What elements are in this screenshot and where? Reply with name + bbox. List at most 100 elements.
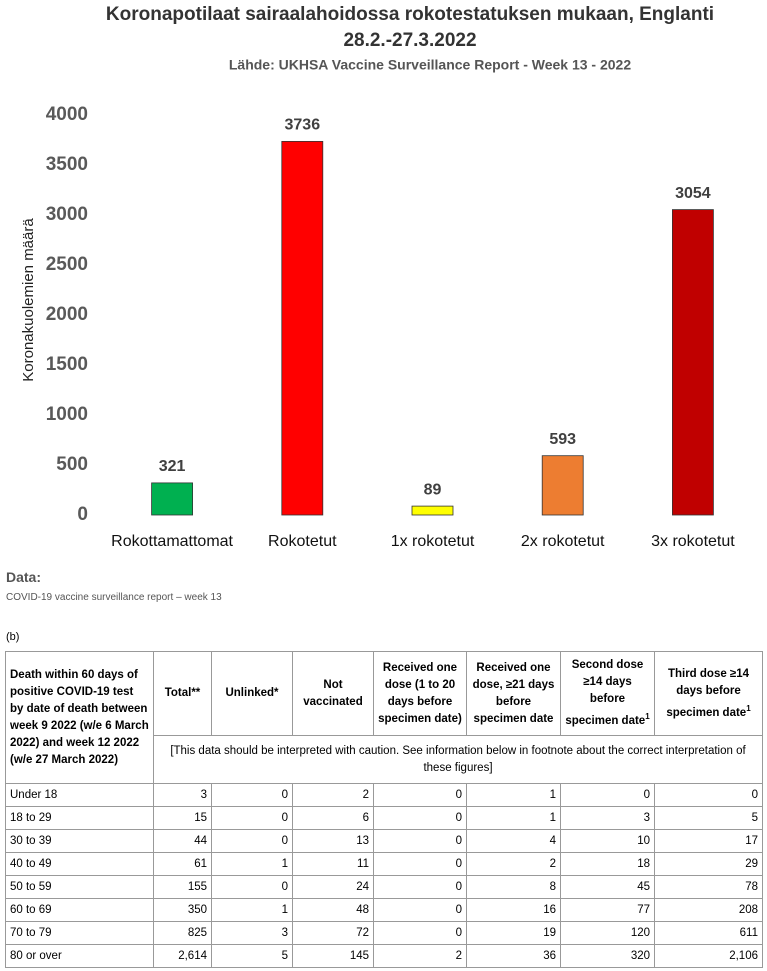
cell: 1 xyxy=(466,806,561,830)
source: COVID-19 vaccine surveillance report – w… xyxy=(6,592,222,603)
cell: 15 xyxy=(153,806,212,830)
y-tick-label: 2500 xyxy=(46,254,88,275)
cell: 78 xyxy=(654,875,763,899)
row-label: 60 to 69 xyxy=(5,898,154,922)
cell: 19 xyxy=(466,921,561,945)
cell: 0 xyxy=(373,898,467,922)
x-tick-label: 3x rokotetut xyxy=(651,533,735,550)
cell: 0 xyxy=(560,783,655,807)
row-label: Under 18 xyxy=(5,783,154,807)
cell: 1 xyxy=(211,898,293,922)
header-text: Third dose ≥14 days before specimen date xyxy=(666,667,750,719)
table: Death within 60 days of positive COVID-1… xyxy=(5,651,763,968)
x-tick-label: 1x rokotetut xyxy=(391,533,475,550)
y-tick-label: 3000 xyxy=(46,204,88,225)
cell: 24 xyxy=(292,875,374,899)
caution-row: [This data should be interpreted with ca… xyxy=(6,735,763,784)
header-cell: Total** xyxy=(153,651,212,736)
y-tick-label: 0 xyxy=(77,504,88,525)
cell: 5 xyxy=(654,806,763,830)
cell: 18 xyxy=(560,852,655,876)
cell: 825 xyxy=(153,921,212,945)
cell: 0 xyxy=(654,783,763,807)
header-text: Total** xyxy=(164,687,201,699)
y-axis-label: Koronakuolemien määrä xyxy=(20,218,37,382)
bar xyxy=(281,140,324,516)
cell: 0 xyxy=(373,783,467,807)
cell: 0 xyxy=(211,875,293,899)
cell: 145 xyxy=(292,944,374,968)
y-tick-label: 1500 xyxy=(46,354,88,375)
header-cell: Second dose ≥14 days before specimen dat… xyxy=(560,651,655,736)
cell: 44 xyxy=(153,829,212,853)
cell: 0 xyxy=(211,806,293,830)
data-row: 40 to 49 61 1 11 0 2 18 29 xyxy=(5,852,763,876)
y-tick-label: 4000 xyxy=(46,104,88,125)
cell: 2 xyxy=(466,852,561,876)
cell: 2 xyxy=(373,944,467,968)
y-tick-label: 3500 xyxy=(46,154,88,175)
footnote-mark: 1 xyxy=(746,703,751,713)
bar xyxy=(411,505,454,516)
y-tick-label: 2000 xyxy=(46,304,88,325)
cell: 0 xyxy=(373,806,467,830)
data-row: 18 to 29 15 0 6 0 1 3 5 xyxy=(5,806,763,830)
bar xyxy=(151,482,194,516)
cell: 5 xyxy=(211,944,293,968)
cell: 36 xyxy=(466,944,561,968)
data-row: 80 or over 2,614 5 145 2 36 320 2,106 xyxy=(5,944,763,968)
cell: 48 xyxy=(292,898,374,922)
row-label: 18 to 29 xyxy=(5,806,154,830)
header-text: Received one dose (1 to 20 days before s… xyxy=(378,661,462,725)
cell: 0 xyxy=(373,921,467,945)
header-cell: Received one dose (1 to 20 days before s… xyxy=(373,651,467,736)
x-tick-label: Rokotetut xyxy=(268,533,337,550)
cell: 17 xyxy=(654,829,763,853)
header-text: Received one dose, ≥21 days before speci… xyxy=(472,661,555,725)
row-label: 50 to 59 xyxy=(5,875,154,899)
cell: 13 xyxy=(292,829,374,853)
cell: 0 xyxy=(211,783,293,807)
row-label: 40 to 49 xyxy=(5,852,154,876)
cell: 10 xyxy=(560,829,655,853)
cell: 120 xyxy=(560,921,655,945)
footnote-mark: 1 xyxy=(645,712,650,722)
row-label: 70 to 79 xyxy=(5,921,154,945)
y-tick-label: 500 xyxy=(56,454,88,475)
cell: 3 xyxy=(153,783,212,807)
x-tick-label: 2x rokotetut xyxy=(521,533,605,550)
chart-title: 28.2.-27.3.2022 xyxy=(343,30,476,51)
row-label: 30 to 39 xyxy=(5,829,154,853)
cell: 11 xyxy=(292,852,374,876)
data-row: Under 18 3 0 2 0 1 0 0 xyxy=(5,783,763,807)
cell: 0 xyxy=(373,829,467,853)
cell: 1 xyxy=(466,783,561,807)
cell: 6 xyxy=(292,806,374,830)
data-label: 593 xyxy=(549,431,576,448)
data-row: 60 to 69 350 1 48 0 16 77 208 xyxy=(5,898,763,922)
cell: 16 xyxy=(466,898,561,922)
data-label: 3054 xyxy=(675,185,711,202)
data-row: 70 to 79 825 3 72 0 19 120 611 xyxy=(5,921,763,945)
chart-subtitle: Lähde: UKHSA Vaccine Surveillance Report… xyxy=(229,57,631,73)
data-label: 89 xyxy=(424,481,442,498)
cell: 45 xyxy=(560,875,655,899)
cell: 350 xyxy=(153,898,212,922)
header-row: Death within 60 days of positive COVID-1… xyxy=(5,651,763,784)
cell: 61 xyxy=(153,852,212,876)
header-cell: Third dose ≥14 days before specimen date… xyxy=(654,651,763,736)
bar xyxy=(541,455,584,516)
data-heading: Data: xyxy=(6,569,42,585)
y-tick-label: 1000 xyxy=(46,404,88,425)
data-label: 3736 xyxy=(285,117,321,134)
cell: 3 xyxy=(560,806,655,830)
chart-title: Koronapotilaat sairaalahoidossa rokotest… xyxy=(106,4,714,25)
data-row: 30 to 39 44 0 13 0 4 10 17 xyxy=(5,829,763,853)
cell: 155 xyxy=(153,875,212,899)
cell: 29 xyxy=(654,852,763,876)
cell: 4 xyxy=(466,829,561,853)
row-label: 80 or over xyxy=(5,944,154,968)
cell: 320 xyxy=(560,944,655,968)
cell: 0 xyxy=(211,829,293,853)
